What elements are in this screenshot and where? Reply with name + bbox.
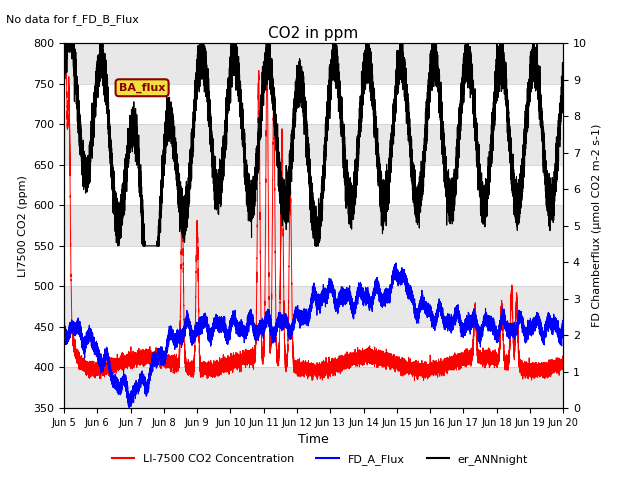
Y-axis label: FD Chamberflux (μmol CO2 m-2 s-1): FD Chamberflux (μmol CO2 m-2 s-1) bbox=[593, 124, 602, 327]
Bar bbox=[64, 287, 563, 327]
Text: BA_flux: BA_flux bbox=[119, 83, 165, 93]
Y-axis label: LI7500 CO2 (ppm): LI7500 CO2 (ppm) bbox=[17, 175, 28, 276]
Bar bbox=[64, 124, 563, 165]
Text: No data for f_FD_B_Flux: No data for f_FD_B_Flux bbox=[6, 14, 140, 25]
Bar bbox=[64, 368, 563, 408]
Legend: LI-7500 CO2 Concentration, FD_A_Flux, er_ANNnight: LI-7500 CO2 Concentration, FD_A_Flux, er… bbox=[108, 450, 532, 469]
Bar bbox=[64, 205, 563, 246]
X-axis label: Time: Time bbox=[298, 433, 329, 446]
Bar bbox=[64, 43, 563, 84]
Title: CO2 in ppm: CO2 in ppm bbox=[268, 25, 359, 41]
